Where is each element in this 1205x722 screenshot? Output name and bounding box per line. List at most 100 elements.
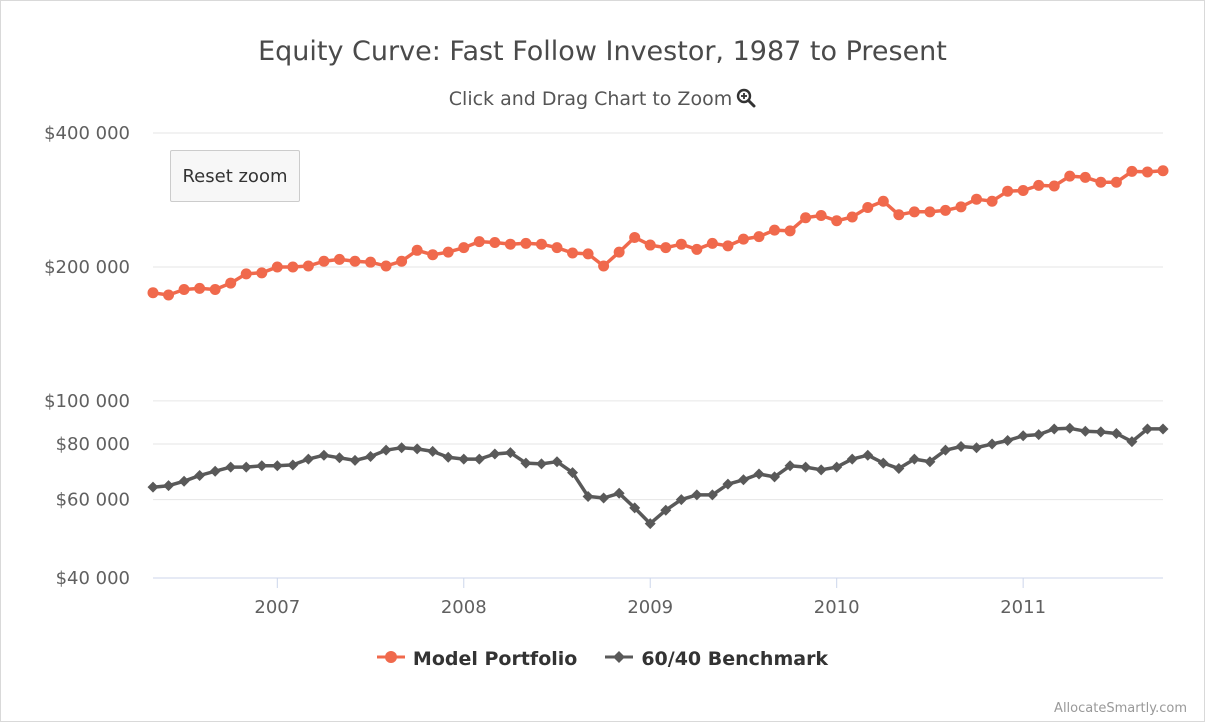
data-point-model-portfolio[interactable] [302, 260, 314, 272]
data-point-model-portfolio[interactable] [908, 206, 920, 218]
data-point-60-40-benchmark[interactable] [737, 474, 749, 486]
data-point-60-40-benchmark[interactable] [520, 457, 532, 469]
data-point-model-portfolio[interactable] [939, 204, 951, 216]
data-point-60-40-benchmark[interactable] [551, 456, 563, 468]
data-point-model-portfolio[interactable] [706, 237, 718, 249]
data-point-model-portfolio[interactable] [986, 195, 998, 207]
legend-item[interactable]: Model Portfolio [376, 648, 577, 670]
data-point-model-portfolio[interactable] [784, 225, 796, 237]
data-point-model-portfolio[interactable] [365, 256, 377, 268]
data-point-60-40-benchmark[interactable] [971, 442, 983, 454]
data-point-model-portfolio[interactable] [924, 206, 936, 218]
data-point-model-portfolio[interactable] [473, 236, 485, 248]
data-point-model-portfolio[interactable] [877, 195, 889, 207]
data-point-60-40-benchmark[interactable] [706, 489, 718, 501]
data-point-60-40-benchmark[interactable] [349, 454, 361, 466]
data-point-60-40-benchmark[interactable] [535, 458, 547, 470]
data-point-model-portfolio[interactable] [1157, 165, 1169, 177]
data-point-60-40-benchmark[interactable] [675, 494, 687, 506]
data-point-60-40-benchmark[interactable] [1110, 427, 1122, 439]
data-point-model-portfolio[interactable] [427, 249, 439, 261]
data-point-60-40-benchmark[interactable] [1095, 426, 1107, 438]
data-point-model-portfolio[interactable] [225, 277, 237, 289]
data-point-60-40-benchmark[interactable] [862, 449, 874, 461]
data-point-60-40-benchmark[interactable] [489, 448, 501, 460]
data-point-model-portfolio[interactable] [753, 231, 765, 243]
data-point-60-40-benchmark[interactable] [986, 438, 998, 450]
data-point-model-portfolio[interactable] [815, 210, 827, 222]
data-point-60-40-benchmark[interactable] [598, 492, 610, 504]
data-point-60-40-benchmark[interactable] [924, 456, 936, 468]
data-point-60-40-benchmark[interactable] [287, 459, 299, 471]
data-point-60-40-benchmark[interactable] [629, 502, 641, 514]
data-point-60-40-benchmark[interactable] [411, 443, 423, 455]
data-point-60-40-benchmark[interactable] [613, 487, 625, 499]
data-point-model-portfolio[interactable] [178, 283, 190, 295]
data-point-model-portfolio[interactable] [489, 236, 501, 248]
data-point-model-portfolio[interactable] [862, 202, 874, 214]
data-point-model-portfolio[interactable] [800, 212, 812, 224]
data-point-model-portfolio[interactable] [955, 201, 967, 213]
data-point-model-portfolio[interactable] [737, 233, 749, 245]
data-point-model-portfolio[interactable] [769, 224, 781, 236]
data-point-model-portfolio[interactable] [722, 240, 734, 252]
data-point-model-portfolio[interactable] [380, 260, 392, 272]
data-point-60-40-benchmark[interactable] [302, 453, 314, 465]
data-point-model-portfolio[interactable] [675, 238, 687, 250]
data-point-model-portfolio[interactable] [629, 231, 641, 243]
data-point-60-40-benchmark[interactable] [660, 504, 672, 516]
data-point-60-40-benchmark[interactable] [831, 461, 843, 473]
data-point-60-40-benchmark[interactable] [722, 478, 734, 490]
reset-zoom-button[interactable]: Reset zoom [170, 150, 300, 202]
data-point-model-portfolio[interactable] [893, 209, 905, 221]
data-point-60-40-benchmark[interactable] [955, 440, 967, 452]
data-point-60-40-benchmark[interactable] [1157, 423, 1169, 435]
data-point-60-40-benchmark[interactable] [644, 518, 656, 530]
data-point-model-portfolio[interactable] [1110, 176, 1122, 188]
data-point-model-portfolio[interactable] [349, 255, 361, 267]
data-point-model-portfolio[interactable] [318, 255, 330, 267]
data-point-60-40-benchmark[interactable] [567, 467, 579, 479]
data-point-60-40-benchmark[interactable] [209, 465, 221, 477]
data-point-60-40-benchmark[interactable] [458, 453, 470, 465]
data-point-60-40-benchmark[interactable] [427, 445, 439, 457]
data-point-60-40-benchmark[interactable] [442, 451, 454, 463]
data-point-60-40-benchmark[interactable] [815, 464, 827, 476]
data-point-model-portfolio[interactable] [598, 260, 610, 272]
data-point-model-portfolio[interactable] [691, 243, 703, 255]
data-point-60-40-benchmark[interactable] [1002, 434, 1014, 446]
data-point-60-40-benchmark[interactable] [504, 447, 516, 459]
data-point-model-portfolio[interactable] [1126, 165, 1138, 177]
data-point-model-portfolio[interactable] [442, 246, 454, 258]
data-point-60-40-benchmark[interactable] [333, 452, 345, 464]
data-point-model-portfolio[interactable] [1079, 171, 1091, 183]
data-point-60-40-benchmark[interactable] [784, 460, 796, 472]
data-point-model-portfolio[interactable] [209, 283, 221, 295]
data-point-60-40-benchmark[interactable] [753, 468, 765, 480]
data-point-60-40-benchmark[interactable] [1141, 423, 1153, 435]
data-point-model-portfolio[interactable] [660, 242, 672, 254]
data-point-60-40-benchmark[interactable] [240, 461, 252, 473]
data-point-model-portfolio[interactable] [147, 287, 159, 299]
data-point-model-portfolio[interactable] [1141, 166, 1153, 178]
data-point-model-portfolio[interactable] [458, 242, 470, 254]
data-point-60-40-benchmark[interactable] [1033, 429, 1045, 441]
data-point-60-40-benchmark[interactable] [691, 489, 703, 501]
data-point-60-40-benchmark[interactable] [846, 453, 858, 465]
data-point-60-40-benchmark[interactable] [318, 449, 330, 461]
data-point-60-40-benchmark[interactable] [256, 460, 268, 472]
data-point-model-portfolio[interactable] [1048, 180, 1060, 192]
data-point-60-40-benchmark[interactable] [194, 469, 206, 481]
data-point-60-40-benchmark[interactable] [1017, 430, 1029, 442]
data-point-60-40-benchmark[interactable] [800, 461, 812, 473]
data-point-60-40-benchmark[interactable] [473, 453, 485, 465]
data-point-model-portfolio[interactable] [582, 248, 594, 260]
data-point-model-portfolio[interactable] [411, 244, 423, 256]
data-point-model-portfolio[interactable] [1033, 179, 1045, 191]
data-point-60-40-benchmark[interactable] [877, 457, 889, 469]
data-point-model-portfolio[interactable] [287, 261, 299, 273]
data-point-model-portfolio[interactable] [256, 267, 268, 279]
data-point-60-40-benchmark[interactable] [225, 461, 237, 473]
data-point-model-portfolio[interactable] [971, 193, 983, 205]
legend-item[interactable]: 60/40 Benchmark [605, 648, 828, 670]
